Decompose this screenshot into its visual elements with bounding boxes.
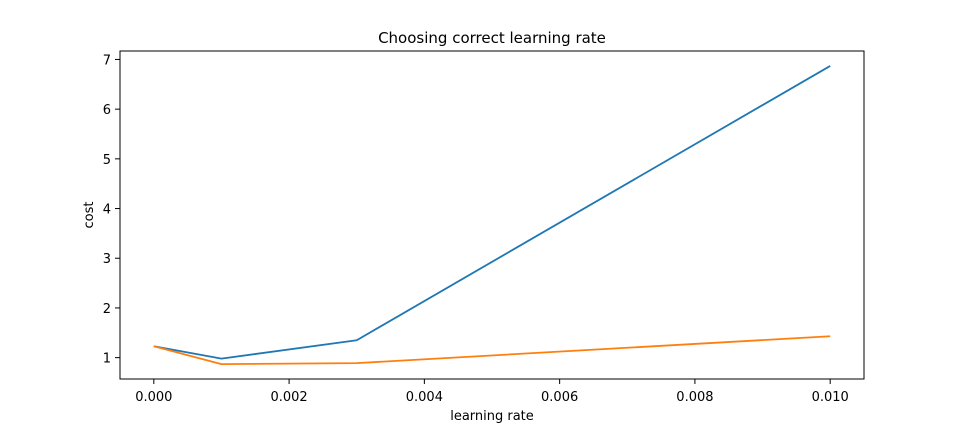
series-line-2 bbox=[153, 335, 831, 365]
y-tick-label: 7 bbox=[103, 53, 111, 68]
y-axis-ticks: 1 2 3 4 5 6 7 bbox=[103, 53, 120, 367]
plot-frame bbox=[119, 50, 865, 380]
chart-title: Choosing correct learning rate bbox=[378, 29, 606, 47]
x-tick-label: 0.002 bbox=[270, 390, 307, 405]
y-tick-label: 6 bbox=[103, 103, 111, 118]
x-axis-label: learning rate bbox=[450, 409, 534, 424]
x-tick-label: 0.004 bbox=[406, 390, 443, 405]
x-tick-label: 0.008 bbox=[676, 390, 713, 405]
y-tick-label: 1 bbox=[103, 352, 111, 367]
y-axis-label: cost bbox=[82, 202, 97, 229]
x-tick-label: 0.000 bbox=[135, 390, 172, 405]
series-line-1 bbox=[153, 65, 831, 360]
x-tick-label: 0.006 bbox=[541, 390, 578, 405]
y-tick-label: 2 bbox=[103, 302, 111, 317]
y-tick-label: 3 bbox=[103, 252, 111, 267]
x-tick-label: 0.010 bbox=[812, 390, 849, 405]
y-tick-label: 4 bbox=[103, 203, 111, 218]
x-axis-ticks: 0.000 0.002 0.004 0.006 0.008 0.010 bbox=[135, 379, 849, 405]
series-layer bbox=[153, 65, 831, 365]
y-tick-label: 5 bbox=[103, 153, 111, 168]
